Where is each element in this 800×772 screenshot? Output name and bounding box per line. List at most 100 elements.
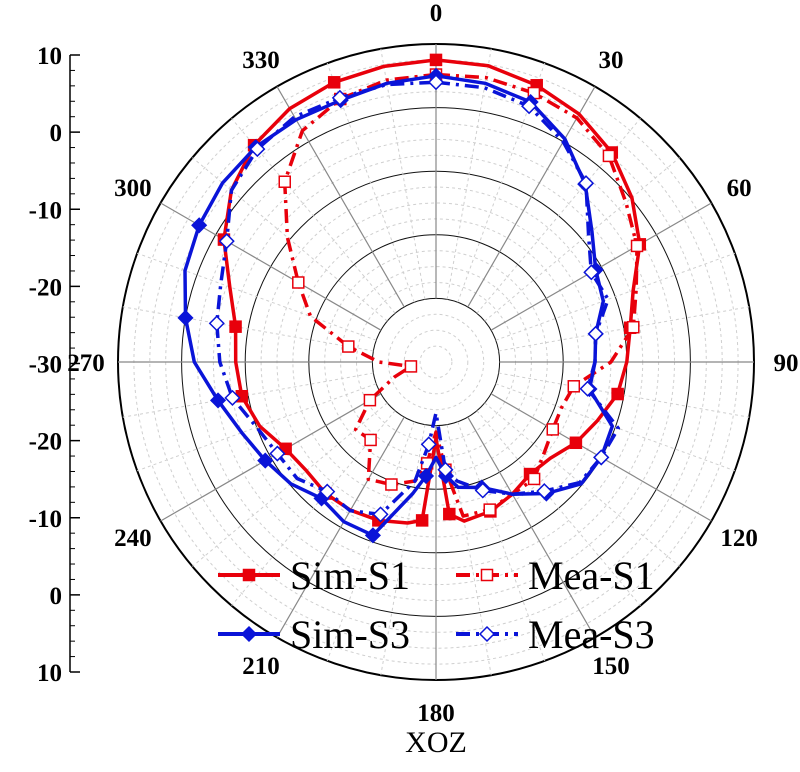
data-point: [363, 393, 377, 407]
radial-tick-label: -10: [29, 197, 62, 224]
grid-minor-ring: [387, 313, 485, 411]
radial-tick-label: -20: [29, 274, 62, 301]
grid-minor-spoke: [122, 372, 374, 418]
data-point: [536, 483, 553, 500]
legend-marker: [240, 625, 258, 643]
data-point: [249, 141, 266, 158]
radial-tick-label: -10: [29, 506, 62, 533]
data-point: [602, 149, 616, 163]
data-point: [364, 527, 381, 544]
data-point: [342, 340, 355, 353]
angle-tick-label: 180: [417, 700, 455, 727]
angle-tick-label: 90: [774, 350, 799, 377]
legend-label: Mea-S1: [528, 553, 655, 598]
legend-marker: [242, 568, 256, 582]
legend-label: Sim-S3: [290, 612, 410, 657]
data-point: [579, 380, 596, 397]
grid-minor-spoke: [457, 421, 546, 661]
grid-minor-ring: [403, 329, 469, 395]
data-point: [404, 360, 418, 373]
grid-minor-spoke: [495, 252, 735, 341]
grid-minor-spoke: [137, 252, 377, 341]
radial-tick-label: 10: [37, 660, 62, 687]
data-point: [593, 449, 610, 466]
data-point: [209, 392, 227, 409]
grid-minor-spoke: [380, 48, 426, 300]
data-point: [483, 503, 496, 516]
grid-spoke: [160, 393, 382, 522]
radial-tick-label: -30: [29, 352, 62, 379]
series-layer: [177, 53, 647, 544]
data-point: [257, 452, 274, 469]
data-point: [224, 389, 241, 406]
data-point: [229, 320, 242, 333]
data-point: [587, 325, 604, 342]
data-point: [527, 472, 541, 486]
data-point: [372, 506, 389, 523]
grid-minor-spoke: [498, 306, 750, 352]
data-point: [420, 436, 437, 453]
grid-minor-spoke: [476, 410, 641, 606]
grid-minor-spoke: [446, 48, 492, 300]
legend-marker: [478, 625, 496, 643]
data-point: [627, 320, 640, 334]
radial-axis: 10 0 -10 -20 -30 -20 -10 0 10: [29, 43, 80, 687]
data-point: [278, 175, 291, 188]
data-point: [415, 514, 429, 527]
grid-minor-spoke: [122, 306, 374, 352]
angle-tick-label: 240: [114, 525, 152, 552]
data-point: [630, 239, 644, 253]
data-point: [177, 309, 194, 326]
legend: Sim-S1 Mea-S1 Sim-S3 Mea-S3: [218, 553, 655, 657]
legend-entry: Sim-S1: [218, 553, 410, 598]
radial-tick-label: 10: [37, 43, 62, 70]
data-point: [443, 507, 456, 521]
grid-minor-spoke: [380, 424, 426, 676]
legend-label: Sim-S1: [290, 553, 410, 598]
angle-tick-label: 0: [430, 0, 443, 27]
data-point: [577, 175, 595, 192]
angle-tick-label: 330: [242, 47, 280, 74]
grid-minor-spoke: [137, 383, 377, 472]
data-point: [331, 89, 348, 106]
data-point: [417, 467, 435, 485]
angle-tick-label: 210: [242, 653, 280, 680]
data-point: [218, 233, 235, 250]
data-point: [208, 315, 225, 332]
data-point: [611, 387, 624, 401]
grid-spoke: [467, 416, 596, 638]
x-axis-label: XOZ: [405, 726, 467, 759]
data-point: [429, 53, 443, 67]
data-point: [546, 423, 560, 436]
grid-minor-ring: [419, 345, 453, 379]
legend-entry: Sim-S3: [218, 612, 410, 657]
series-mea-s3: [208, 74, 621, 523]
grid-spoke: [467, 86, 596, 308]
data-point: [437, 461, 454, 478]
angle-tick-label: 120: [720, 525, 758, 552]
data-point: [427, 74, 445, 91]
series-sim-s3: [177, 67, 615, 544]
grid-minor-spoke: [192, 157, 388, 322]
series-line: [282, 72, 639, 518]
data-point: [583, 264, 600, 281]
legend-label: Mea-S3: [528, 612, 655, 657]
data-point: [269, 445, 286, 462]
data-point: [319, 483, 336, 500]
radial-tick-label: 0: [50, 583, 63, 610]
grid-spoke: [276, 416, 405, 638]
grid-spoke: [490, 202, 712, 331]
legend-entry: Mea-S3: [456, 612, 655, 657]
grid-minor-spoke: [498, 372, 750, 418]
data-point: [327, 76, 341, 89]
data-point: [569, 436, 583, 450]
series-line: [215, 80, 621, 517]
grid-minor-spoke: [495, 383, 735, 472]
grid-minor-spoke: [326, 421, 415, 661]
legend-entry: Mea-S1: [456, 553, 655, 598]
radial-tick-label: -20: [29, 429, 62, 456]
data-point: [364, 433, 377, 447]
grid-spoke: [160, 202, 382, 331]
